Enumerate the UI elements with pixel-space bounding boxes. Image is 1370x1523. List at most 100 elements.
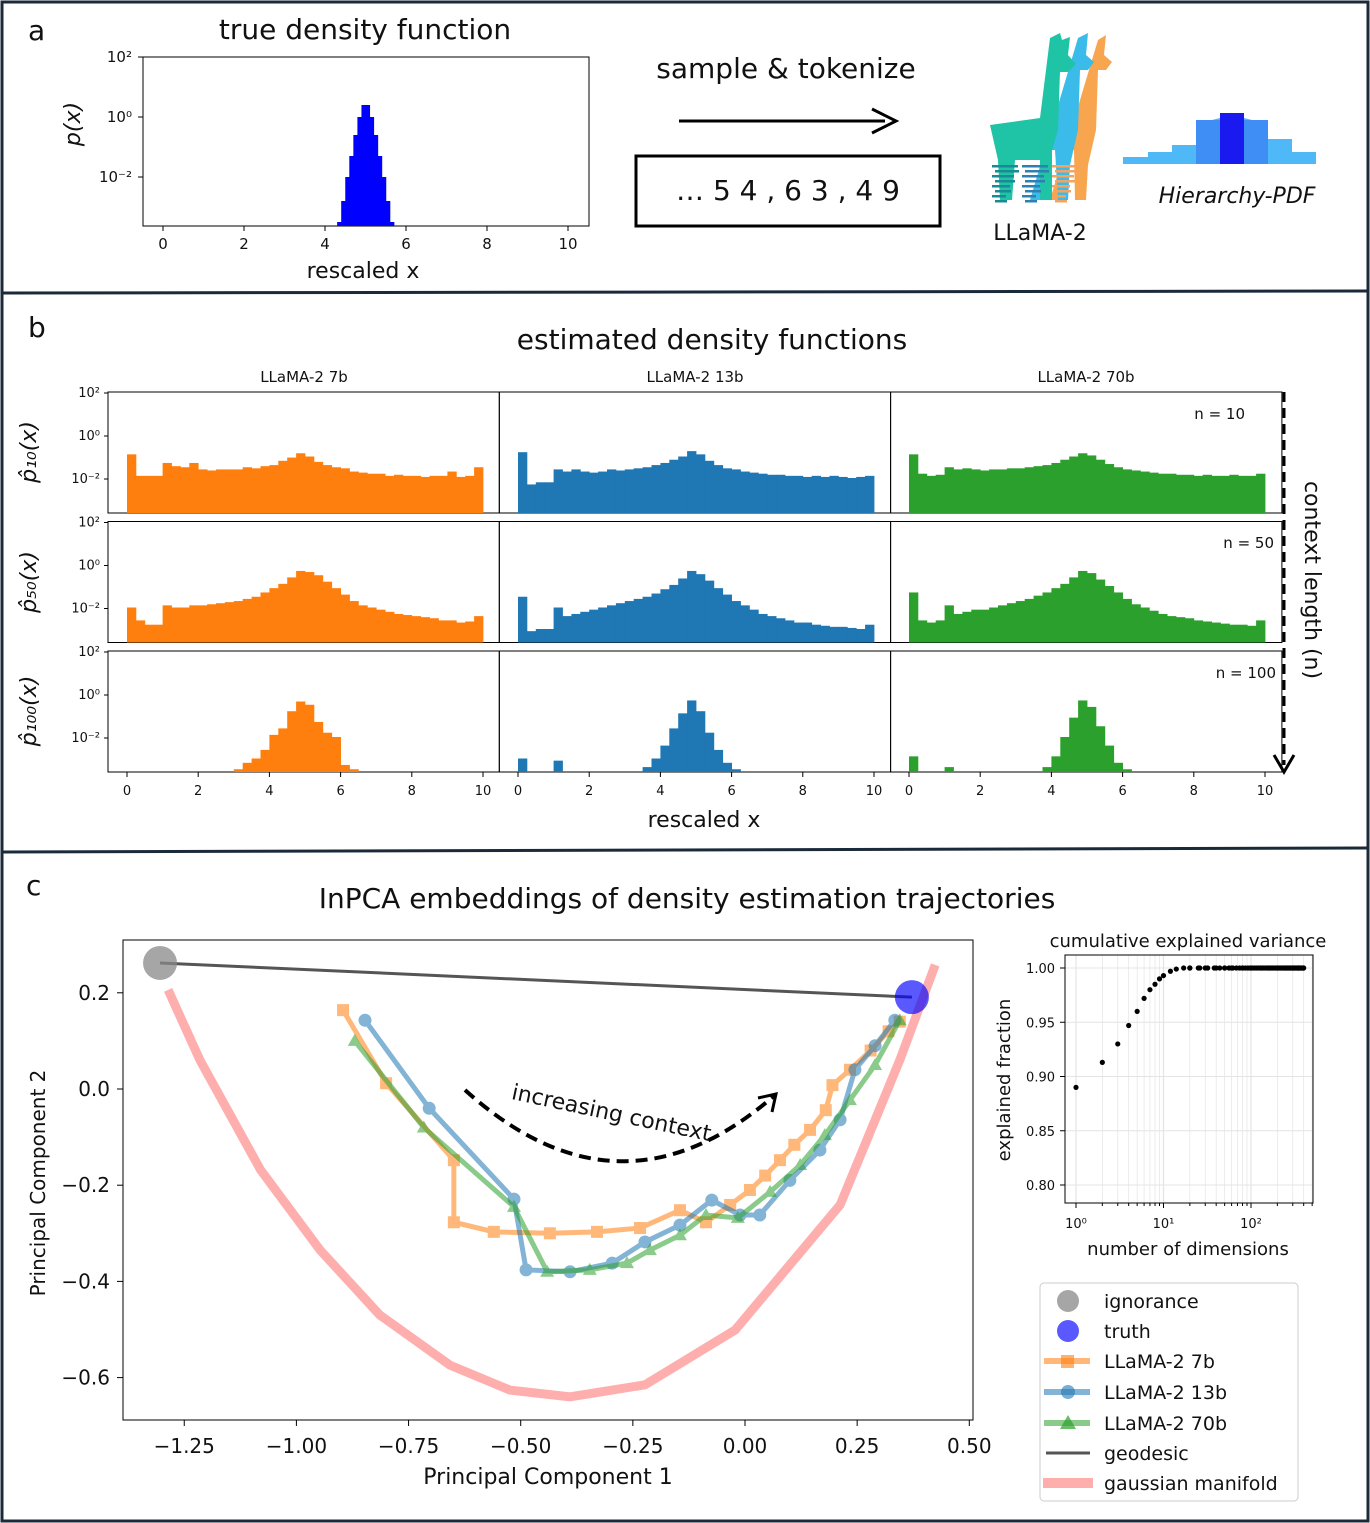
token-sequence: … 5 4 , 6 3 , 4 9 <box>676 174 900 207</box>
y-tick-label: −0.6 <box>61 1366 110 1390</box>
histogram-bar <box>518 452 528 513</box>
histogram-bar <box>1033 466 1043 513</box>
histogram-bar <box>171 466 181 513</box>
n-label-50: n = 50 <box>1223 534 1274 552</box>
histogram-bar <box>1220 623 1230 643</box>
legend-truth: truth <box>1104 1321 1151 1343</box>
data-point <box>506 1199 521 1212</box>
histogram-bar <box>1033 595 1043 643</box>
data-point <box>1300 965 1307 971</box>
data-point <box>1226 965 1232 971</box>
histogram-bar <box>233 469 244 513</box>
legend-13b-icon <box>1061 1385 1075 1399</box>
llama-stripe <box>995 170 1019 173</box>
histogram-bar <box>189 605 199 643</box>
histogram-bar <box>305 572 315 643</box>
x-tick-label: −1.00 <box>266 1434 327 1458</box>
histogram-bar <box>526 631 537 643</box>
histogram-bar <box>1131 470 1141 513</box>
histogram-bar <box>838 626 848 643</box>
truth-point <box>894 980 929 1015</box>
histogram-bar <box>260 749 270 772</box>
inset-title: cumulative explained variance <box>1050 931 1327 952</box>
histogram-bar <box>162 462 172 513</box>
y-tick-label: 10⁻² <box>71 731 100 746</box>
x-tick-label: 6 <box>401 235 411 253</box>
histogram-bar <box>1042 592 1052 643</box>
llama-stripe <box>992 195 1006 198</box>
histogram-bar <box>1193 620 1204 643</box>
llama-stripe <box>1055 200 1067 203</box>
histogram-bar <box>785 620 795 643</box>
histogram-bar <box>465 621 475 643</box>
histogram-bar <box>376 609 386 643</box>
histogram-bar <box>456 622 466 643</box>
histogram-bar <box>465 475 475 513</box>
data-point <box>705 1193 719 1207</box>
histogram-bar <box>251 758 261 772</box>
histogram-bar <box>722 594 732 643</box>
histogram-bar <box>1060 459 1070 513</box>
histogram-bar <box>847 627 857 643</box>
data-point <box>634 1222 647 1235</box>
histogram-bar <box>1176 617 1186 643</box>
x-axis-label: Principal Component 1 <box>423 1465 672 1490</box>
histogram-bar <box>944 605 954 643</box>
histogram-bar <box>1087 573 1097 643</box>
histogram-bar <box>1238 624 1248 643</box>
histogram-bar <box>1024 598 1034 643</box>
context-arrow-head-icon <box>1272 754 1296 775</box>
histogram-bar <box>776 618 786 643</box>
histogram-bar <box>389 222 395 226</box>
x-axis-label: rescaled x <box>307 259 420 284</box>
histogram-bar <box>340 468 350 513</box>
histogram-bar <box>216 603 226 643</box>
x-tick-label: 8 <box>799 784 807 799</box>
panel-divider-ab <box>1 289 1369 295</box>
data-point <box>673 1204 686 1217</box>
data-point <box>1205 965 1211 971</box>
x-tick-label: −1.25 <box>154 1434 215 1458</box>
data-point <box>543 1227 556 1240</box>
histogram-bar <box>1006 468 1017 513</box>
data-point <box>620 1256 635 1269</box>
histogram-bar <box>1024 467 1034 513</box>
histogram-bar <box>198 605 208 643</box>
histogram-bar <box>553 607 563 643</box>
x-tick-label: 2 <box>976 784 984 799</box>
llama-stripe <box>1025 190 1041 193</box>
histogram-bar <box>180 607 190 643</box>
data-point <box>753 1208 767 1222</box>
histogram-bar <box>322 465 333 513</box>
llama-stripe <box>1025 180 1045 183</box>
histogram-bar <box>358 472 368 513</box>
histogram-bar <box>696 711 706 772</box>
panel-label-a: a <box>28 14 45 47</box>
histogram-bar <box>944 767 954 772</box>
data-point <box>1152 981 1158 987</box>
histogram-bar <box>687 700 697 772</box>
y-axis-label: p(x) <box>61 102 86 147</box>
data-point <box>447 1216 460 1229</box>
histogram-bar <box>562 616 572 643</box>
histogram-bar <box>402 615 413 643</box>
histogram-bar <box>767 616 777 643</box>
annotation: increasing context <box>509 1080 713 1147</box>
histogram-bar <box>411 616 422 643</box>
histogram-bar <box>385 475 395 513</box>
histogram-bar <box>704 580 715 643</box>
llama-stripe <box>1022 185 1040 188</box>
data-point <box>1173 966 1179 972</box>
histogram-bar <box>998 469 1008 513</box>
histogram-bar <box>1078 453 1088 513</box>
llama-stripe <box>995 200 1007 203</box>
y-label-n100: p̂₁₀₀(x) <box>17 676 42 748</box>
histogram-bar <box>571 613 581 643</box>
histogram-bar <box>305 704 315 772</box>
histogram-bar <box>207 604 217 643</box>
y-tick-label: 0.85 <box>1026 1125 1055 1140</box>
histogram-bar <box>1211 622 1221 643</box>
series-line <box>352 1019 902 1275</box>
data-point <box>540 1264 555 1277</box>
histogram-bar <box>287 711 297 772</box>
